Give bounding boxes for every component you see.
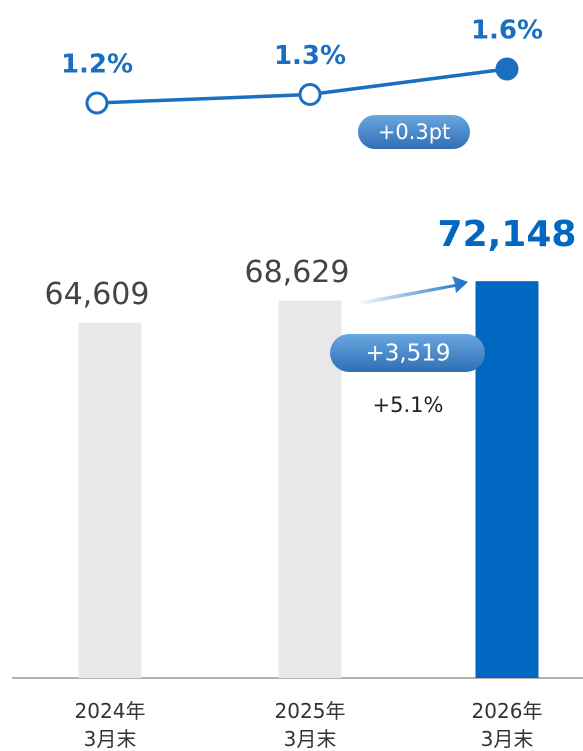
value-label: 72,148 — [438, 214, 577, 255]
pill — [330, 334, 485, 372]
line-label: 1.2% — [61, 50, 133, 80]
line-label: 1.6% — [471, 16, 543, 46]
x-tick-label: 2025年 3月末 — [275, 699, 346, 751]
marker — [85, 91, 109, 115]
annotation: +3,519 — [365, 341, 450, 367]
x-tick-label: 2024年 3月末 — [75, 699, 146, 751]
line-label: 1.3% — [274, 41, 346, 71]
marker — [298, 83, 322, 106]
pill — [358, 115, 470, 149]
bar — [278, 300, 342, 678]
x-tick-label: 2026年 3月末 — [472, 699, 543, 751]
marker — [495, 57, 519, 81]
annotation: +5.1% — [373, 393, 444, 417]
value-label: 64,609 — [45, 277, 150, 312]
annotation: +0.3pt — [378, 120, 451, 144]
bar — [78, 322, 142, 678]
value-label: 68,629 — [245, 255, 350, 290]
arrow — [355, 276, 468, 306]
bar — [475, 281, 539, 678]
